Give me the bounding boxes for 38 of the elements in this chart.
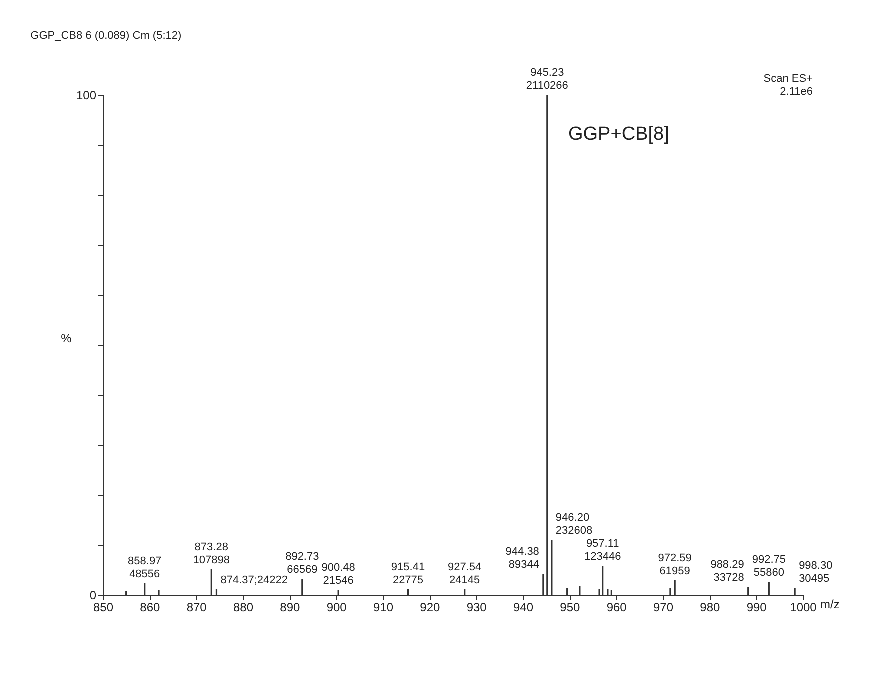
annotation: 915.41 22775: [391, 562, 426, 586]
x-axis-title: m/z: [820, 598, 840, 612]
x-tick-label: 950: [560, 600, 580, 614]
x-tick-label: 850: [93, 600, 114, 614]
x-tick-label: 890: [280, 600, 300, 614]
annotation: 900.48 21546: [322, 562, 356, 587]
annotation: 858.97 48556: [128, 556, 162, 580]
x-tick-label: 940: [513, 600, 534, 614]
chart-title: GGP_CB8 6 (0.089) Cm (5:12): [30, 30, 182, 42]
annotation: 945.23 2110266: [526, 67, 568, 92]
annotation: 892.73 66569: [286, 551, 320, 576]
annotation: 927.54 24145: [448, 562, 482, 586]
annotation: Scan ES+ 2.11e6: [764, 73, 813, 98]
x-tick-label: 910: [373, 600, 394, 614]
x-tick-label: 900: [326, 600, 348, 614]
annotation: 998.30 30495: [799, 560, 833, 585]
x-tick-label: 860: [140, 600, 160, 614]
x-tick-label: 990: [746, 600, 768, 614]
annotation: 992.75 55860: [752, 554, 786, 579]
annotation: 946.20 232608: [556, 512, 593, 537]
x-tick-label: 920: [420, 600, 440, 614]
x-tick-label: 870: [186, 600, 208, 614]
annotation: 944.38 89344: [506, 546, 540, 571]
x-tick-label: 1000: [790, 600, 818, 614]
annotation: GGP+CB[8]: [568, 124, 670, 145]
annotation: 988.29 33728: [710, 559, 744, 584]
annotation: 874.37;24222: [220, 574, 288, 586]
annotation: 972.59 61959: [658, 552, 692, 578]
x-tick-label: 960: [606, 600, 628, 614]
annotation: 957.11 123446: [584, 538, 622, 563]
x-tick-label: 980: [700, 600, 720, 614]
x-tick-label: 930: [466, 600, 488, 614]
y-axis-title: %: [61, 332, 72, 346]
y-tick-label: 0: [90, 588, 97, 602]
x-tick-label: 970: [653, 600, 674, 614]
y-tick-label: 100: [76, 88, 97, 102]
annotation: 873.28 107898: [193, 542, 230, 566]
x-tick-label: 880: [233, 600, 254, 614]
